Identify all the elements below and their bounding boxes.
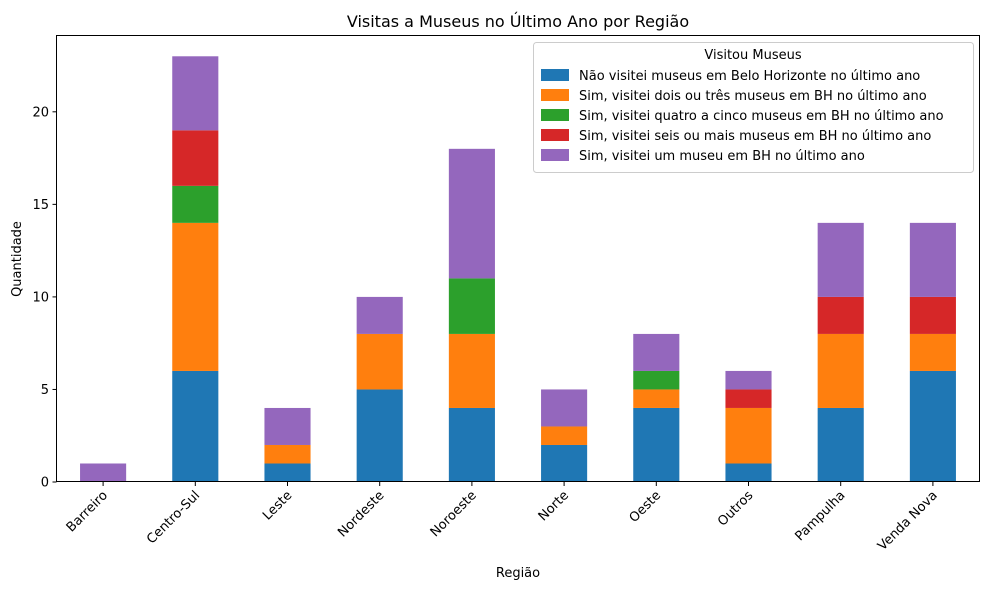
bar-centro-sul-series-2: [172, 222, 219, 371]
legend-swatch-2: [541, 89, 569, 101]
bar-oeste-series-1: [633, 407, 680, 482]
bar-outros-series-5: [725, 370, 772, 390]
x-tick-label-pampulha: Pampulha: [793, 488, 849, 544]
bar-venda-nova-series-2: [909, 333, 956, 371]
bar-norte-series-5: [541, 389, 588, 427]
x-tick-label-oeste: Oeste: [627, 488, 665, 526]
bar-outros-series-1: [725, 463, 772, 482]
y-axis: 0 5 10 15 20: [32, 105, 57, 491]
bar-nordeste-series-1: [356, 389, 403, 482]
bar-noroeste-series-3: [448, 278, 495, 334]
bar-pampulha-series-2: [817, 333, 864, 408]
y-tick-label: 20: [32, 105, 49, 120]
bar-noroeste-series-5: [448, 148, 495, 279]
x-tick-label-barreiro: Barreiro: [64, 488, 111, 535]
bar-centro-sul-series-1: [172, 370, 219, 482]
x-tick-label-nordeste: Nordeste: [335, 488, 387, 540]
legend-swatch-4: [541, 129, 569, 141]
bars-group: [80, 56, 956, 482]
legend-label-2: Sim, visitei dois ou três museus em BH n…: [579, 89, 927, 104]
bar-leste-series-5: [264, 407, 311, 445]
bar-pampulha-series-1: [817, 407, 864, 482]
y-tick-label: 5: [41, 383, 49, 398]
legend-label-5: Sim, visitei um museu em BH no último an…: [579, 149, 865, 164]
x-tick-label-norte: Norte: [536, 488, 572, 524]
bar-nordeste-series-5: [356, 296, 403, 334]
bar-oeste-series-5: [633, 333, 680, 371]
bar-pampulha-series-4: [817, 296, 864, 334]
legend-label-4: Sim, visitei seis ou mais museus em BH n…: [579, 129, 931, 144]
bar-norte-series-1: [541, 444, 588, 482]
bar-noroeste-series-2: [448, 333, 495, 408]
legend-label-1: Não visitei museus em Belo Horizonte no …: [579, 69, 920, 84]
bar-leste-series-2: [264, 444, 311, 464]
chart-title: Visitas a Museus no Último Ano por Regiã…: [347, 12, 689, 31]
legend-swatch-3: [541, 109, 569, 121]
bar-norte-series-2: [541, 426, 588, 445]
bar-pampulha-series-5: [817, 222, 864, 297]
bar-centro-sul-series-3: [172, 185, 219, 223]
bar-outros-series-2: [725, 407, 772, 464]
legend-box: [533, 42, 974, 173]
plot-frame: [56, 35, 980, 482]
bar-leste-series-1: [264, 463, 311, 482]
legend: Visitou Museus Não visitei museus em Bel…: [533, 42, 974, 173]
bar-barreiro-series-5: [80, 463, 127, 482]
bar-centro-sul-series-5: [172, 56, 219, 131]
bar-noroeste-series-1: [448, 407, 495, 482]
bar-venda-nova-series-4: [909, 296, 956, 334]
x-tick-label-centro-sul: Centro-Sul: [144, 488, 203, 547]
bar-nordeste-series-2: [356, 333, 403, 390]
legend-label-3: Sim, visitei quatro a cinco museus em BH…: [579, 109, 944, 124]
bar-oeste-series-2: [633, 389, 680, 408]
y-axis-label: Quantidade: [10, 221, 25, 297]
legend-items: Não visitei museus em Belo Horizonte no …: [541, 69, 944, 164]
bar-oeste-series-3: [633, 370, 680, 390]
x-tick-label-noroeste: Noroeste: [428, 488, 480, 540]
x-axis: Barreiro Centro-Sul Leste Nordeste Noroeste N…: [64, 482, 941, 554]
bar-centro-sul-series-4: [172, 130, 219, 186]
y-tick-label: 15: [32, 198, 49, 213]
bar-outros-series-4: [725, 389, 772, 408]
bar-venda-nova-series-5: [909, 222, 956, 297]
x-tick-label-leste: Leste: [260, 488, 295, 523]
x-axis-label: Região: [496, 566, 540, 581]
legend-swatch-1: [541, 69, 569, 81]
bar-venda-nova-series-1: [909, 370, 956, 482]
legend-swatch-5: [541, 149, 569, 161]
x-tick-label-venda-nova: Venda Nova: [875, 488, 941, 554]
legend-title: Visitou Museus: [704, 48, 801, 63]
y-tick-label: 0: [41, 476, 49, 491]
x-tick-label-outros: Outros: [715, 488, 756, 529]
y-tick-label: 10: [32, 290, 49, 305]
